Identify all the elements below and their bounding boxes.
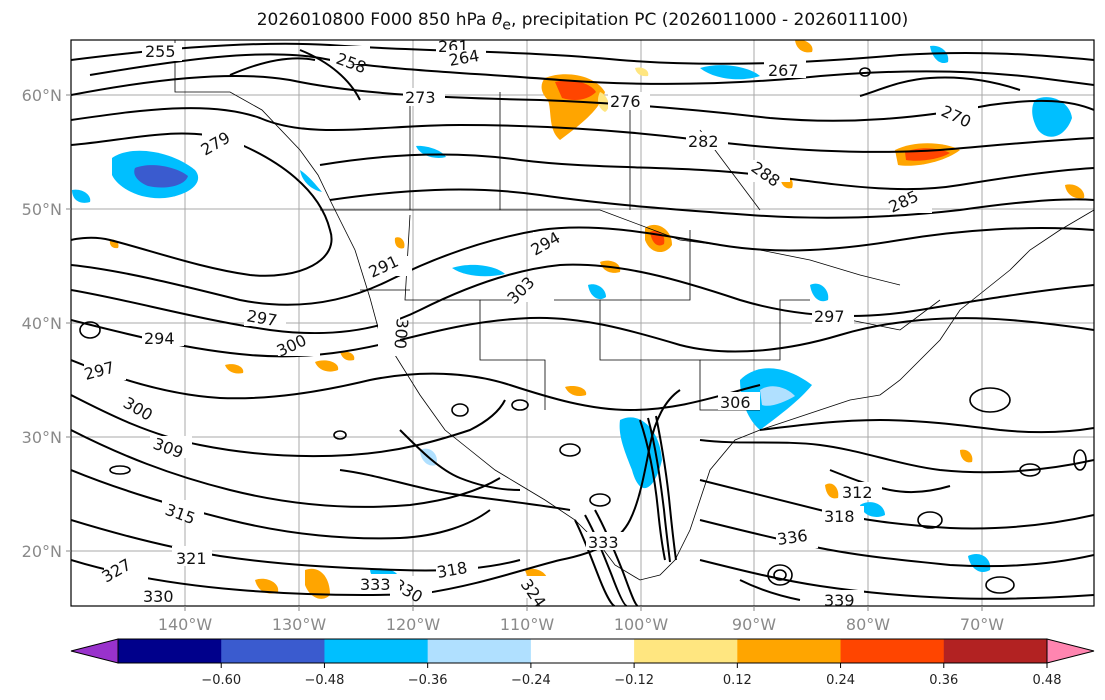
colorbar-tick-label: −0.12: [614, 673, 654, 688]
colorbar-ticks: −0.60 −0.48 −0.36 −0.24 −0.12 0.12 0.24 0.36 0.4…: [201, 663, 1062, 688]
contour-label-282: 282: [688, 132, 719, 151]
latitude-axis: 60°N 50°N 40°N 30°N 20°N: [22, 86, 71, 561]
colorbar-outline: [117, 638, 1048, 664]
colorbar: −0.60 −0.48 −0.36 −0.24 −0.12 0.12 0.24 0.36 0.4…: [70, 638, 1095, 688]
lon-label-140w: 140°W: [158, 615, 213, 634]
title-suffix: , precipitation PC (2026011000 - 2026011…: [510, 10, 909, 30]
contour-label-339: 339: [824, 591, 855, 610]
colorbar-segment: [324, 639, 429, 663]
colorbar-segment: [634, 639, 738, 663]
contour-label-297c: 297: [814, 307, 845, 326]
theta-e-small-contours: [79, 67, 1087, 594]
colorbar-tick-label: −0.60: [201, 673, 241, 688]
lon-label-100w: 100°W: [614, 615, 669, 634]
figure-title: 2026010800 F000 850 hPa θe, precipitatio…: [0, 10, 1105, 33]
contour-label-336: 336: [776, 526, 809, 549]
title-theta: θ: [491, 10, 503, 30]
lat-label-50n: 50°N: [22, 200, 62, 219]
contour-label-255: 255: [145, 42, 176, 61]
contour-label-330: 330: [143, 587, 174, 606]
lat-label-30n: 30°N: [22, 428, 62, 447]
contour-label-294b: 294: [144, 329, 175, 348]
negative-pc-shading: [72, 45, 1072, 585]
contour-label-333: 333: [360, 575, 391, 594]
contour-label-267: 267: [768, 61, 799, 80]
map-plot-area: 255 258 261 264 267 270 273 276 279 282 …: [71, 40, 1094, 610]
geographic-boundaries: [174, 40, 1094, 581]
theta-e-contours: [71, 42, 1094, 606]
colorbar-extend-min: [71, 639, 118, 663]
contour-label-300c: 300: [390, 318, 412, 350]
contour-label-273: 273: [405, 88, 436, 107]
colorbar-tick-label: 0.12: [723, 673, 752, 688]
lon-label-80w: 80°W: [846, 615, 890, 634]
longitude-axis: 140°W 130°W 120°W 110°W 100°W 90°W 80°W …: [158, 606, 1004, 634]
colorbar-segment: [737, 639, 842, 663]
lat-label-20n: 20°N: [22, 542, 62, 561]
colorbar-segment: [427, 639, 532, 663]
title-theta-subscript: e: [502, 17, 511, 34]
colorbar-segment: [840, 639, 945, 663]
contour-label-312: 312: [842, 483, 873, 502]
title-prefix: 2026010800 F000 850 hPa: [256, 10, 492, 30]
colorbar-segment: [943, 639, 1048, 663]
lat-label-40n: 40°N: [22, 314, 62, 333]
colorbar-segments: [71, 639, 1094, 663]
lat-label-60n: 60°N: [22, 86, 62, 105]
lon-label-90w: 90°W: [732, 615, 776, 634]
colorbar-tick-label: 0.36: [929, 673, 958, 688]
colorbar-segment: [221, 639, 325, 663]
colorbar-segment: [118, 639, 222, 663]
lon-label-70w: 70°W: [960, 615, 1004, 634]
colorbar-tick-label: −0.36: [408, 673, 448, 688]
colorbar-tick-label: 0.24: [826, 673, 855, 688]
colorbar-tick-label: 0.48: [1033, 673, 1062, 688]
contour-label-321: 321: [176, 549, 207, 568]
colorbar-tick-label: −0.24: [511, 673, 551, 688]
contour-label-333b: 333: [588, 533, 619, 552]
lon-label-120w: 120°W: [386, 615, 441, 634]
contour-label-318b: 318: [824, 507, 855, 526]
lon-label-110w: 110°W: [500, 615, 555, 634]
colorbar-segment: [530, 639, 635, 663]
contour-label-306: 306: [720, 393, 751, 412]
colorbar-tick-label: −0.48: [305, 673, 345, 688]
colorbar-extend-max: [1047, 639, 1094, 663]
contour-label-276: 276: [610, 92, 641, 111]
lon-label-130w: 130°W: [272, 615, 327, 634]
